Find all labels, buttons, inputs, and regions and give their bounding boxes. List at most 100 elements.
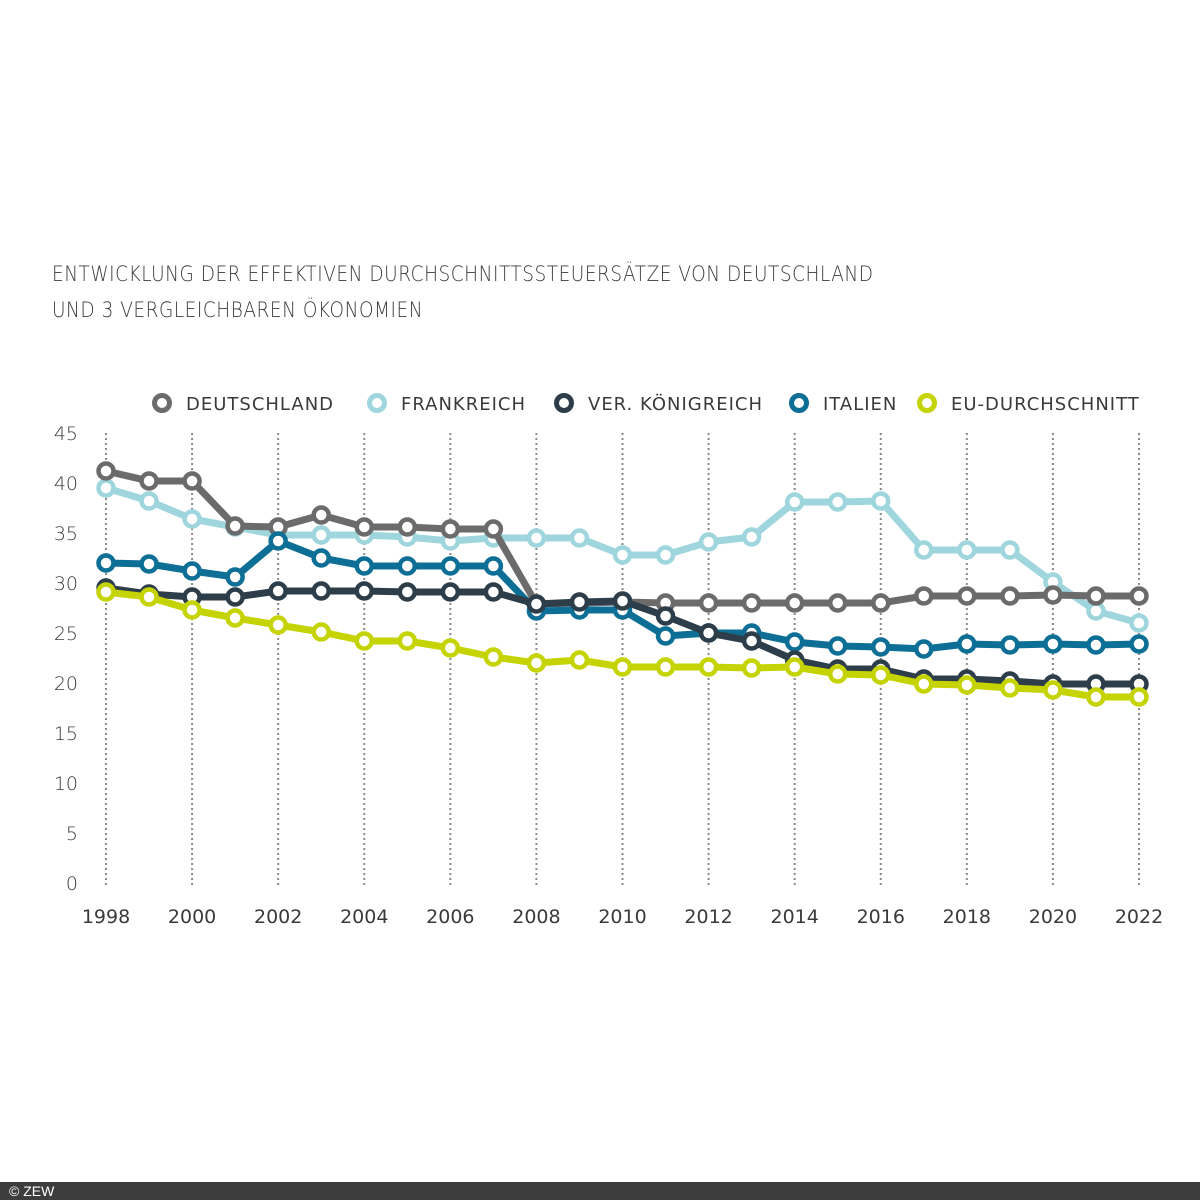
data-point (1000, 678, 1020, 698)
data-point (784, 492, 805, 512)
x-tick-label: 2000 (168, 906, 216, 928)
data-point (741, 527, 762, 547)
data-point (311, 581, 331, 601)
data-point (440, 556, 461, 576)
data-point (397, 517, 418, 537)
data-point (268, 581, 288, 601)
data-point (569, 528, 590, 548)
data-point (655, 606, 676, 626)
x-tick-label: 2016 (857, 906, 905, 928)
y-tick-label: 0 (66, 873, 78, 895)
data-point (741, 631, 762, 651)
chart-title-line-1: ENTWICKLUNG DER EFFEKTIVEN DURCHSCHNITTS… (52, 262, 874, 286)
data-point (957, 586, 977, 606)
y-tick-label: 10 (54, 773, 78, 795)
data-point (1000, 540, 1020, 560)
data-point (440, 638, 461, 658)
x-tick-label: 2018 (943, 906, 991, 928)
legend-marker-icon (917, 393, 937, 413)
data-point (139, 491, 159, 511)
data-point (397, 582, 418, 602)
legend-label: DEUTSCHLAND (186, 394, 334, 415)
data-point (871, 637, 891, 657)
data-point (96, 478, 116, 498)
copyright-text: © ZEW (9, 1183, 55, 1199)
x-tick-label: 2006 (426, 906, 474, 928)
y-tick-label: 15 (54, 723, 78, 745)
y-tick-label: 30 (54, 573, 78, 595)
y-tick-label: 5 (66, 823, 78, 845)
data-point (741, 593, 762, 613)
data-point (957, 675, 977, 695)
legend-item: VER. KÖNIGREICH (554, 393, 763, 415)
data-point (698, 657, 719, 677)
data-point (871, 491, 891, 511)
data-point (354, 581, 374, 601)
x-tick-label: 2022 (1115, 906, 1163, 928)
data-point (182, 471, 202, 491)
data-point (526, 594, 547, 614)
data-point (784, 632, 805, 652)
data-point (827, 492, 848, 512)
series-group (96, 461, 1149, 707)
data-point (655, 626, 676, 646)
data-point (225, 567, 245, 587)
data-point (1086, 635, 1106, 655)
x-tick-label: 2010 (598, 906, 646, 928)
data-point (268, 531, 288, 551)
legend-item: FRANKREICH (367, 393, 526, 415)
data-point (784, 593, 805, 613)
legend-label: FRANKREICH (401, 394, 526, 415)
legend-marker-icon (367, 393, 387, 413)
data-point (225, 608, 245, 628)
y-tick-label: 20 (54, 673, 78, 695)
data-point (96, 461, 116, 481)
data-point (483, 647, 504, 667)
data-point (268, 615, 288, 635)
x-axis: 1998 2000 2002 2004 2006 2008 2010 2012 2014 2016… (82, 906, 1163, 928)
data-point (1129, 586, 1149, 606)
y-tick-label: 40 (54, 473, 78, 495)
footer-bar: © ZEW (0, 1182, 1200, 1200)
data-point (698, 623, 719, 643)
data-point (827, 636, 848, 656)
data-point (1000, 635, 1020, 655)
data-point (225, 587, 245, 607)
data-point (827, 664, 848, 684)
y-tick-label: 45 (54, 423, 78, 445)
data-point (440, 582, 461, 602)
chart-title-line-2: UND 3 VERGLEICHBAREN ÖKONOMIEN (52, 298, 424, 322)
data-point (182, 509, 202, 529)
x-tick-label: 2004 (340, 906, 388, 928)
data-point (871, 665, 891, 685)
data-point (1129, 687, 1149, 707)
data-point (569, 592, 590, 612)
data-point (311, 548, 331, 568)
data-point (698, 593, 719, 613)
data-point (1086, 586, 1106, 606)
data-point (526, 653, 547, 673)
data-point (483, 582, 504, 602)
data-point (612, 591, 633, 611)
x-tick-label: 2002 (254, 906, 302, 928)
legend-label: EU-DURCHSCHNITT (951, 394, 1140, 415)
data-point (1129, 613, 1149, 633)
y-tick-label: 25 (54, 623, 78, 645)
data-point (440, 519, 461, 539)
data-point (698, 532, 719, 552)
chart-title: ENTWICKLUNG DER EFFEKTIVEN DURCHSCHNITTS… (52, 256, 874, 328)
legend-label: VER. KÖNIGREICH (588, 393, 763, 415)
legend-label: ITALIEN (823, 394, 897, 415)
data-point (139, 587, 159, 607)
data-point (139, 554, 159, 574)
series-eu-durchschnitt (96, 582, 1149, 707)
data-point (311, 505, 331, 525)
x-tick-label: 1998 (82, 906, 130, 928)
data-point (354, 517, 374, 537)
data-point (354, 556, 374, 576)
data-point (182, 600, 202, 620)
data-point (957, 540, 977, 560)
legend-marker-icon (789, 393, 809, 413)
legend-item: EU-DURCHSCHNITT (917, 393, 1140, 415)
